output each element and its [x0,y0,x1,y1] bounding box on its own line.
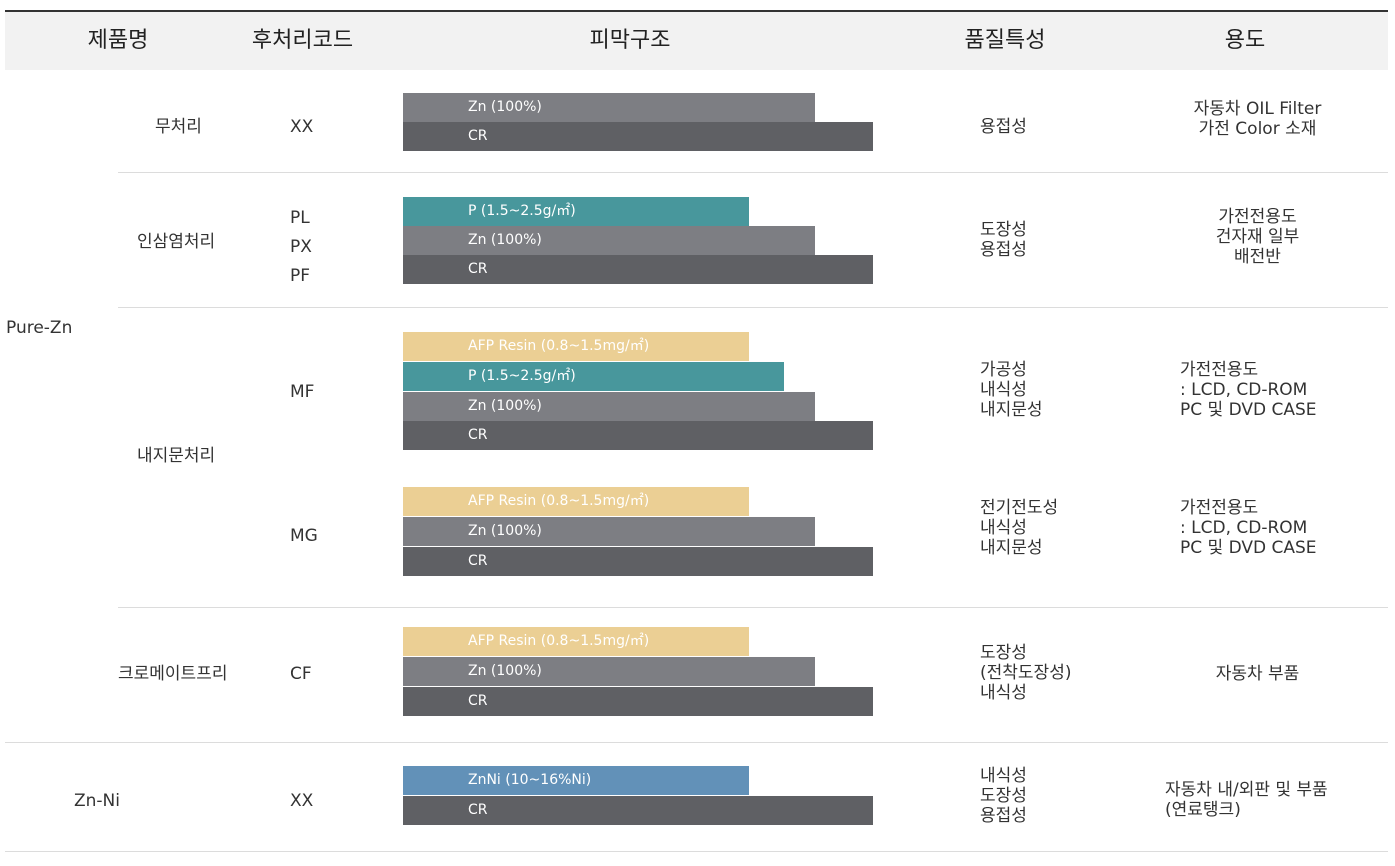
row-usage: 자동차 부품 [1215,664,1300,684]
layer-cr: CR [403,421,873,450]
row-code: XX [290,117,314,137]
row-quality: 도장성 용접성 [980,220,1027,260]
layer-zn: Zn (100%) [403,392,815,421]
row-quality: 도장성 (전착도장성) 내식성 [980,643,1072,703]
row-quality: 내식성 도장성 용접성 [980,766,1027,826]
table-bottom-rule [5,851,1388,852]
row-code: XX [290,791,314,811]
row-usage: 가전전용도 건자재 일부 배전반 [1215,207,1300,267]
row-usage: 가전전용도 : LCD, CD-ROM PC 및 DVD CASE [1180,360,1317,420]
row-divider [5,742,1388,743]
row-usage: 자동차 OIL Filter 가전 Color 소재 [1193,99,1322,139]
row-quality: 전기전도성 내식성 내지문성 [980,498,1059,558]
layer-cr: CR [403,796,873,825]
table-header [5,12,1388,70]
layer-zn: Zn (100%) [403,517,815,546]
row-treatment-label: 인삼염처리 [137,232,216,252]
header-usage: 용도 [1224,28,1266,53]
layer-afp-resin: AFP Resin (0.8~1.5mg/㎡) [403,332,749,361]
layer-cr: CR [403,122,873,151]
row-code: MG [290,526,318,546]
group-label-zn-ni: Zn-Ni [74,791,120,811]
row-treatment-label: 무처리 [155,117,202,137]
row-code: PL PX PF [290,208,312,286]
layer-phosphate: P (1.5~2.5g/㎡) [403,197,749,226]
row-code: CF [290,664,312,684]
layer-zn: Zn (100%) [403,657,815,686]
header-post-code: 후처리코드 [251,28,354,53]
layer-afp-resin: AFP Resin (0.8~1.5mg/㎡) [403,627,749,656]
layer-zn: Zn (100%) [403,226,815,255]
row-usage: 가전전용도 : LCD, CD-ROM PC 및 DVD CASE [1180,498,1317,558]
layer-afp-resin: AFP Resin (0.8~1.5mg/㎡) [403,487,749,516]
layer-znni: ZnNi (10~16%Ni) [403,766,749,795]
group-label-pure-zn: Pure-Zn [6,318,73,338]
row-treatment-label: 크로메이트프리 [118,664,228,684]
layer-cr: CR [403,255,873,284]
row-quality: 용접성 [980,117,1027,137]
header-product-name: 제품명 [87,28,149,53]
layer-phosphate: P (1.5~2.5g/㎡) [403,362,784,391]
row-code: MF [290,382,315,402]
row-usage: 자동차 내/외판 및 부품 (연료탱크) [1165,780,1328,820]
row-divider [118,307,1388,308]
header-quality: 품질특성 [964,28,1046,53]
row-quality: 가공성 내식성 내지문성 [980,360,1043,420]
layer-zn: Zn (100%) [403,93,815,122]
row-divider [118,172,1388,173]
layer-cr: CR [403,687,873,716]
row-divider [118,607,1388,608]
header-top-rule [5,10,1388,12]
layer-cr: CR [403,547,873,576]
header-film-structure: 피막구조 [589,28,671,53]
row-treatment-label: 내지문처리 [137,446,216,466]
